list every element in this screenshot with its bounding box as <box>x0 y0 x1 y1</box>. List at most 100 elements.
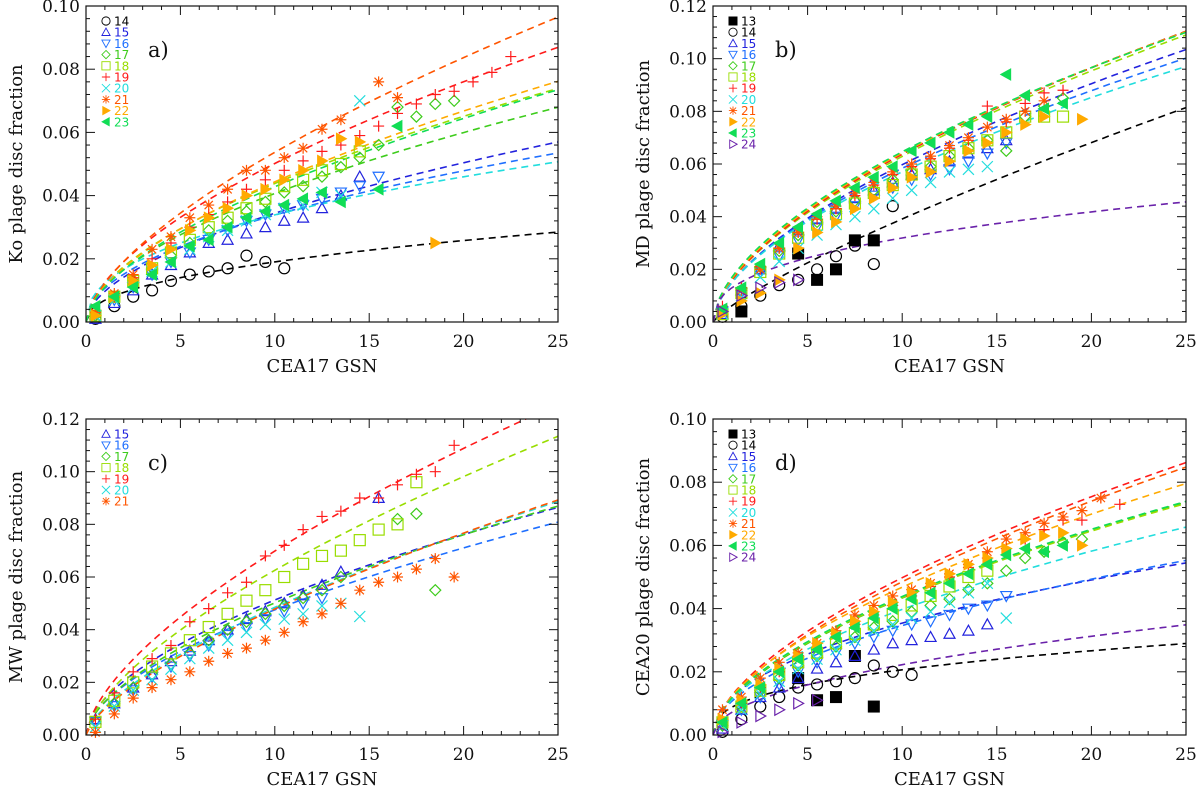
data-point-22 <box>1077 112 1089 126</box>
data-point-23 <box>277 198 290 212</box>
data-point-19 <box>184 616 196 628</box>
data-point-21 <box>981 121 993 133</box>
data-point-23 <box>886 160 898 173</box>
data-point-21 <box>448 571 460 583</box>
series-24 <box>717 693 824 739</box>
data-point-20 <box>905 184 918 197</box>
fit-line-24 <box>713 624 1186 735</box>
data-point-15 <box>296 210 310 223</box>
data-point-19 <box>429 88 441 100</box>
series-22 <box>90 132 442 323</box>
data-point-23 <box>791 220 804 234</box>
data-point-23 <box>239 211 252 225</box>
data-point-18 <box>334 544 347 557</box>
data-point-22 <box>298 163 310 177</box>
data-point-23 <box>1056 97 1068 110</box>
data-point-23 <box>1037 545 1049 559</box>
data-point-15 <box>145 667 159 680</box>
data-point-17 <box>980 576 994 590</box>
data-point-16 <box>924 616 938 628</box>
y-tick-label: 0.04 <box>42 621 80 641</box>
data-point-21 <box>944 140 955 152</box>
data-point-18 <box>259 584 272 597</box>
x-tick-label: 15 <box>358 332 380 352</box>
data-point-18 <box>334 157 347 171</box>
legend-label-13: 13 <box>741 15 756 29</box>
data-point-18 <box>202 221 215 234</box>
data-point-15 <box>905 633 919 646</box>
data-point-21 <box>392 571 404 583</box>
y-tick-label: 0.04 <box>669 208 707 228</box>
data-point-23 <box>942 126 955 139</box>
data-point-23 <box>848 621 860 634</box>
data-point-21 <box>868 176 880 188</box>
x-tick-label: 10 <box>891 745 913 765</box>
data-point-20 <box>867 624 880 637</box>
data-point-24 <box>736 289 749 303</box>
data-point-16 <box>999 137 1013 150</box>
data-point-23 <box>88 299 101 313</box>
data-point-14 <box>202 265 215 278</box>
data-point-19 <box>297 524 309 536</box>
data-point-19 <box>354 492 366 504</box>
data-point-22 <box>925 165 938 179</box>
data-point-18 <box>353 534 366 547</box>
data-point-23 <box>126 280 139 294</box>
legend-marker-17 <box>728 61 738 71</box>
data-point-16 <box>980 148 994 161</box>
data-point-20 <box>943 165 956 178</box>
data-point-21 <box>297 142 309 154</box>
y-axis-title: CEA20 plage disc fraction <box>633 457 654 696</box>
panel-0: 0 5 10 15 20 25 0.00 0.02 0.04 0.06 0.08 0.10 CEA17 … <box>6 0 569 377</box>
series-20 <box>89 597 366 734</box>
data-point-23 <box>734 697 747 710</box>
data-point-15 <box>315 578 329 590</box>
data-point-17 <box>315 583 329 597</box>
data-point-21 <box>887 590 899 602</box>
data-point-24 <box>812 693 824 707</box>
fit-line-16 <box>713 559 1186 735</box>
data-point-19 <box>335 505 347 517</box>
data-point-15 <box>867 642 881 655</box>
data-point-17 <box>999 144 1013 158</box>
legend-marker-16 <box>728 50 738 60</box>
data-point-20 <box>981 577 994 590</box>
fit-line-20 <box>86 500 558 735</box>
data-point-23 <box>164 255 176 269</box>
data-point-14 <box>278 262 291 275</box>
data-point-14 <box>183 268 196 281</box>
data-point-23 <box>924 586 936 600</box>
legend-marker-19 <box>101 72 111 82</box>
data-point-22 <box>793 241 805 255</box>
data-point-23 <box>221 220 233 234</box>
data-point-22 <box>963 558 975 571</box>
fit-lines-1 <box>713 30 1186 322</box>
data-point-14 <box>886 200 899 213</box>
panel-3: 0 5 10 15 20 25 0.00 0.02 0.04 0.06 0.08 0.10 CEA17 … <box>633 410 1197 790</box>
data-point-22 <box>335 132 348 146</box>
data-point-14 <box>145 284 159 297</box>
data-point-14 <box>867 257 880 271</box>
legend-label-21: 21 <box>741 104 756 118</box>
data-point-23 <box>315 186 327 199</box>
data-point-20 <box>981 160 994 173</box>
data-point-19 <box>278 539 290 551</box>
y-tick-label: 0.00 <box>42 726 80 746</box>
x-tick-label: 20 <box>1081 332 1103 352</box>
legend-marker-22 <box>102 105 111 116</box>
data-point-22 <box>1039 529 1051 543</box>
data-point-15 <box>886 636 900 649</box>
data-point-15 <box>791 671 805 684</box>
legend-marker-21 <box>728 519 738 528</box>
data-point-19 <box>448 85 460 97</box>
data-point-23 <box>734 281 747 295</box>
y-axis-title: MD plage disc fraction <box>633 59 654 268</box>
data-point-15 <box>202 633 216 646</box>
data-point-22 <box>963 144 975 158</box>
data-point-23 <box>791 652 804 666</box>
data-point-19 <box>127 666 139 678</box>
fit-line-24 <box>713 201 1186 322</box>
legend-marker-13 <box>728 429 738 439</box>
data-point-23 <box>183 239 195 253</box>
data-point-20 <box>1000 612 1013 625</box>
